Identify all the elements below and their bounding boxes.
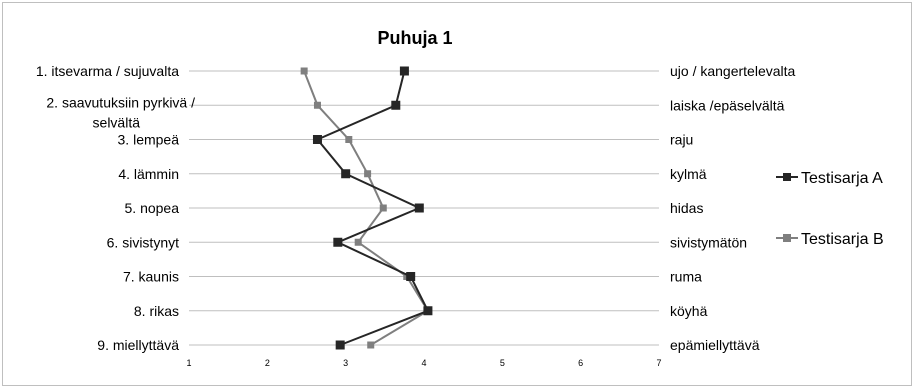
data-point: [406, 272, 416, 281]
x-tick-label: 4: [421, 358, 426, 368]
legend-entry: Testisarja B: [776, 231, 884, 248]
x-tick-label: 3: [343, 358, 348, 368]
data-point: [333, 237, 343, 247]
left-label: 5. nopea: [125, 200, 180, 216]
left-label: 7. kaunis: [123, 269, 179, 285]
right-label: kylmä: [670, 166, 707, 182]
left-label-line: selvältä: [93, 114, 141, 130]
legend: Testisarja A Testisarja B: [776, 170, 884, 248]
left-label: 8. rikas: [134, 303, 179, 319]
data-point: [367, 341, 375, 349]
right-label: epämiellyttävä: [670, 337, 760, 353]
x-tick-label: 5: [500, 358, 505, 368]
grid-lines: [189, 70, 659, 346]
left-label: 2. saavutuksiin pyrkivä / selvältä: [46, 94, 195, 130]
right-label: sivistymätön: [670, 234, 747, 250]
right-label: ujo / kangertelevalta: [670, 63, 796, 79]
right-labels: ujo / kangertelevalta laiska /epäselvältä…: [670, 63, 796, 353]
data-point: [312, 135, 322, 144]
data-point: [313, 101, 321, 109]
left-label: 1. itsevarma / sujuvalta: [36, 63, 179, 79]
data-point: [364, 170, 372, 178]
left-label: 4. lämmin: [118, 166, 179, 182]
data-point: [345, 136, 353, 143]
x-tick-label: 6: [578, 358, 583, 368]
right-label: laiska /epäselvältä: [670, 97, 785, 113]
right-label: hidas: [670, 200, 703, 216]
x-tick-label: 7: [656, 358, 661, 368]
chart-frame: [2, 2, 912, 386]
data-point: [423, 306, 433, 316]
data-point: [335, 340, 345, 350]
right-label: ruma: [670, 269, 702, 285]
x-tick-label: 1: [186, 358, 191, 368]
data-point: [379, 204, 387, 212]
legend-marker: [783, 173, 791, 181]
legend-entry: Testisarja A: [776, 170, 883, 187]
legend-label: Testisarja A: [801, 170, 883, 187]
data-point: [354, 238, 362, 246]
left-labels: 1. itsevarma / sujuvalta 2. saavutuksiin …: [36, 63, 195, 353]
x-tick-labels: 1 2 3 4 5 6 7: [186, 358, 661, 368]
chart-title: Puhuja 1: [377, 28, 452, 48]
left-label-line: 2. saavutuksiin pyrkivä /: [46, 94, 195, 110]
left-label: 6. sivistynyt: [107, 234, 179, 250]
series-group: [300, 66, 433, 350]
legend-marker: [783, 234, 791, 242]
right-label: raju: [670, 132, 693, 148]
data-point: [391, 100, 401, 110]
data-point: [300, 67, 308, 75]
x-tick-label: 2: [265, 358, 270, 368]
data-point: [414, 203, 424, 213]
data-point: [341, 169, 351, 179]
legend-label: Testisarja B: [801, 231, 884, 248]
data-point: [399, 66, 409, 76]
left-label: 3. lempeä: [118, 132, 180, 148]
right-label: köyhä: [670, 303, 708, 319]
left-label: 9. miellyttävä: [97, 337, 179, 353]
